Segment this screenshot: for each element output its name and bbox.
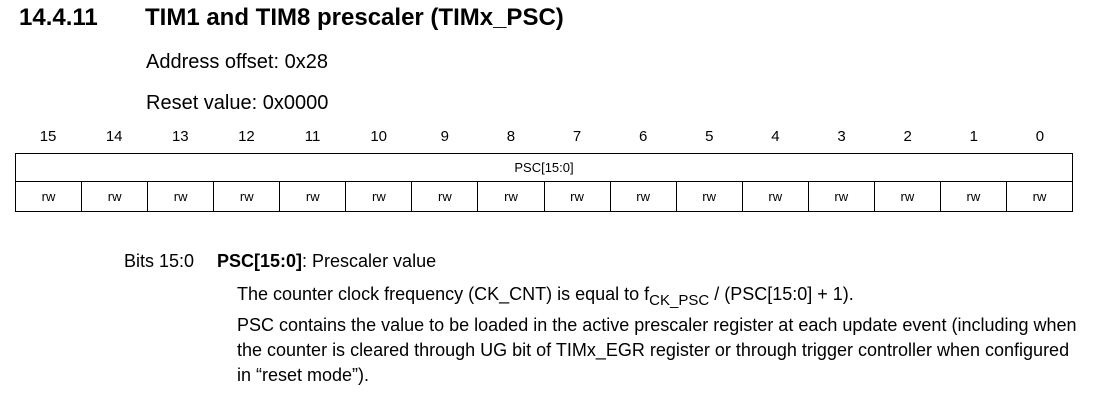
formula-subscript: CK_PSC [649, 292, 710, 309]
access-cell: rw [609, 181, 677, 212]
field-name: PSC[15:0] [217, 251, 303, 271]
access-cell: rw [14, 181, 83, 212]
bit-number: 10 [370, 128, 388, 145]
access-cell: rw [477, 181, 545, 212]
access-cell: rw [345, 181, 413, 212]
bit-number: 1 [969, 128, 978, 145]
access-cell: rw [939, 181, 1007, 212]
address-offset: Address offset: 0x28 [146, 51, 328, 73]
access-cell: rw [741, 181, 809, 212]
bit-number: 3 [837, 128, 846, 145]
register-field-psc: PSC[15:0] [15, 153, 1073, 182]
access-cell: rw [675, 181, 743, 212]
bit-number: 13 [171, 128, 189, 145]
access-cell: rw [411, 181, 479, 212]
formula-text-end: / (PSC[15:0] + 1). [709, 284, 854, 304]
description-paragraph-2: PSC contains the value to be loaded in t… [237, 315, 1077, 385]
bit-number: 5 [705, 128, 714, 145]
bit-number: 12 [238, 128, 255, 145]
access-cell: rw [543, 181, 611, 212]
bit-description-body: The counter clock frequency (CK_CNT) is … [237, 282, 1077, 388]
bits-label: Bits 15:0 [124, 251, 195, 271]
description-line-1: The counter clock frequency (CK_CNT) is … [237, 282, 1077, 313]
bit-number: 11 [304, 128, 321, 145]
register-access-row: rw rw rw rw rw rw rw rw rw rw rw rw rw r… [14, 181, 1074, 212]
bit-number: 0 [1035, 128, 1045, 145]
register-field-row: PSC[15:0] [15, 153, 1073, 182]
bit-number: 8 [506, 128, 516, 145]
bit-number: 15 [39, 128, 57, 145]
field-title: : Prescaler value [302, 251, 437, 271]
bit-number: 14 [105, 128, 123, 145]
bit-number: 9 [440, 128, 449, 145]
section-title: TIM1 and TIM8 prescaler (TIMx_PSC) [145, 4, 564, 31]
access-cell: rw [873, 181, 941, 212]
bit-number: 4 [771, 128, 780, 145]
access-cell: rw [81, 181, 149, 212]
register-table: PSC[15:0] rw rw rw rw rw rw rw rw rw rw … [14, 153, 1074, 212]
access-cell: rw [279, 181, 347, 212]
formula-text: The counter clock frequency (CK_CNT) is … [237, 284, 650, 304]
bit-number: 2 [903, 128, 912, 145]
section-number: 14.4.11 [19, 4, 98, 31]
reset-value: Reset value: 0x0000 [146, 92, 329, 114]
access-cell: rw [1005, 181, 1074, 212]
bit-number-row: 15 14 13 12 11 10 9 8 7 6 5 4 3 2 1 0 [15, 128, 1073, 146]
bit-description-heading: Bits 15:0 PSC[15:0]: Prescaler value [124, 251, 436, 272]
access-cell: rw [213, 181, 281, 212]
access-cell: rw [147, 181, 215, 212]
bit-number: 6 [639, 128, 648, 145]
access-cell: rw [807, 181, 875, 212]
bit-number: 7 [572, 128, 582, 145]
section-heading: 14.4.11 TIM1 and TIM8 prescaler (TIMx_PSC… [19, 4, 564, 32]
